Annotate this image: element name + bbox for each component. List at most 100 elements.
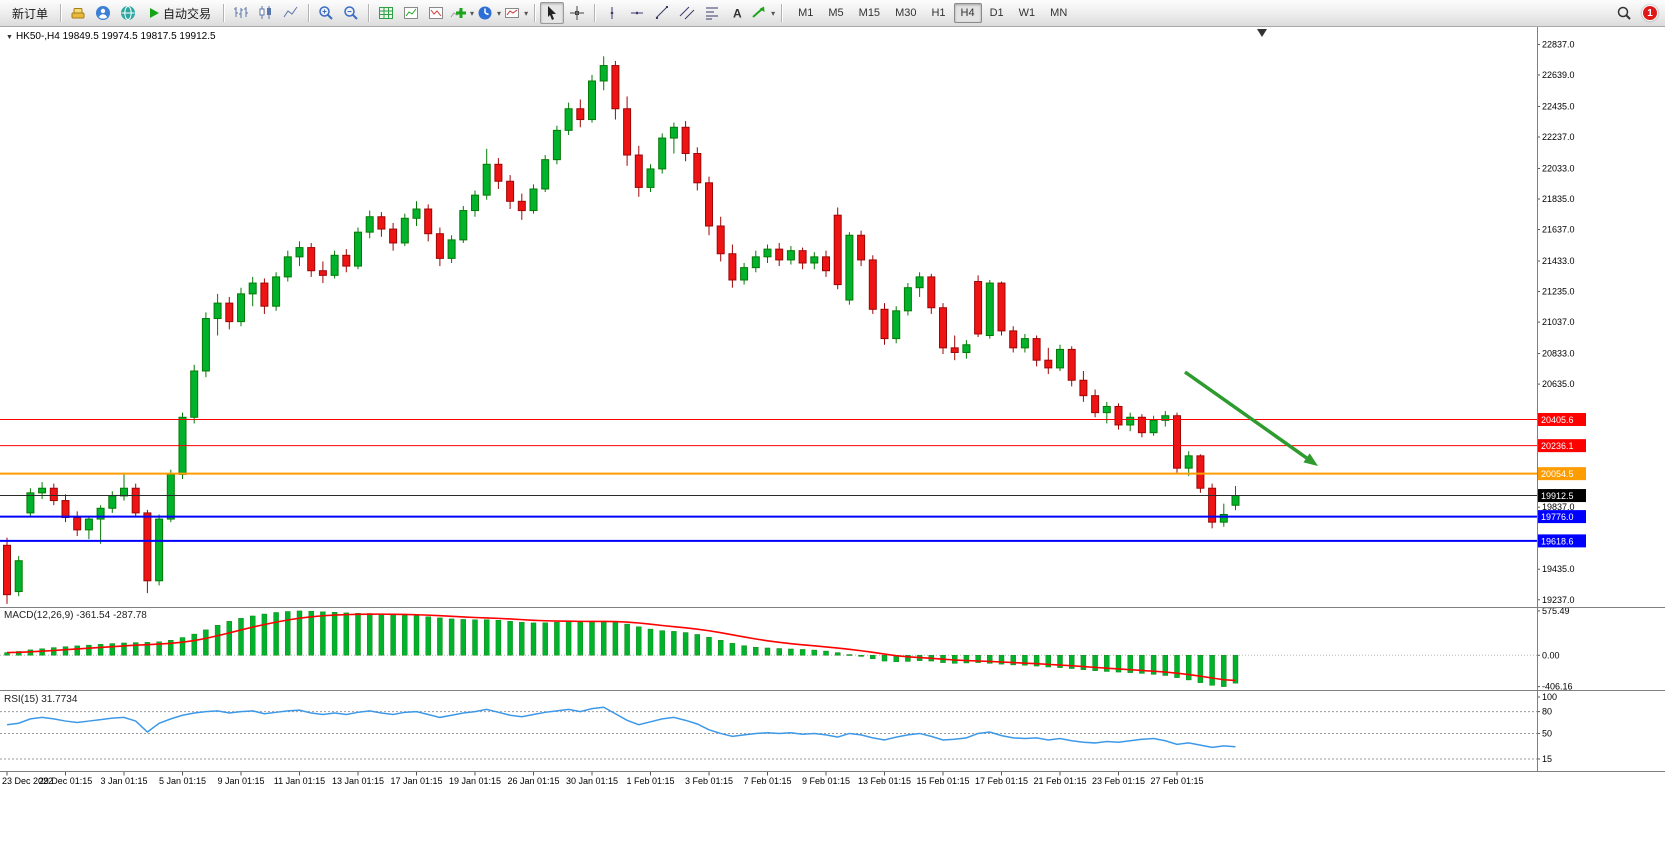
macd-histogram-bar	[1185, 655, 1192, 681]
auto-trading-button[interactable]: 自动交易	[141, 2, 218, 24]
chevron-down-icon: ▾	[470, 8, 475, 18]
bar-chart-type-button[interactable]	[229, 2, 253, 24]
timeframe-H4[interactable]: H4	[953, 3, 982, 23]
bullish-candle	[447, 239, 456, 259]
bullish-candle	[1056, 348, 1064, 369]
new-chart-button[interactable]	[399, 2, 423, 24]
price-tag-label: 20236.1	[1541, 441, 1574, 451]
template-button[interactable]: ▾	[503, 2, 529, 24]
search-button[interactable]	[1612, 2, 1636, 24]
macd-axis-label: -406.16	[1542, 682, 1573, 692]
chart-shift-marker[interactable]	[1257, 29, 1267, 37]
bearish-candle	[1009, 330, 1018, 349]
crosshair-button[interactable]	[565, 2, 589, 24]
bullish-candle	[962, 344, 971, 353]
timeframe-M5[interactable]: M5	[821, 3, 850, 23]
price-tag	[1538, 534, 1586, 548]
text-tool-button[interactable]: A	[725, 2, 749, 24]
community-button[interactable]	[116, 2, 140, 24]
globe-icon	[121, 6, 136, 20]
macd-histogram-bar	[718, 640, 724, 656]
bullish-candle	[84, 518, 93, 531]
horizontal-line-tool-button[interactable]	[625, 2, 649, 24]
macd-histogram-bar	[320, 611, 326, 656]
macd-histogram-bar	[191, 633, 197, 656]
equidistant-channel-tool-button[interactable]	[675, 2, 699, 24]
notification-badge[interactable]: 1	[1642, 5, 1658, 21]
time-axis-label: 23 Dec 2022	[2, 776, 53, 786]
macd-histogram-bar	[413, 615, 420, 656]
gold-bar-icon	[71, 8, 85, 19]
vertical-line-tool-button[interactable]	[600, 2, 624, 24]
bullish-candle	[96, 507, 105, 520]
trend-arrow[interactable]	[1183, 370, 1308, 460]
bearish-candle	[1137, 416, 1146, 434]
timeframe-H1[interactable]: H1	[924, 3, 952, 23]
add-indicator-button[interactable]: ▾	[449, 2, 475, 24]
price-tag	[1538, 510, 1586, 524]
trendline-tool-button[interactable]	[650, 2, 674, 24]
bullish-candle	[588, 80, 596, 121]
timeframe-M30[interactable]: M30	[888, 3, 923, 23]
period-button[interactable]: ▾	[476, 2, 502, 24]
toolbar-separator	[781, 4, 783, 22]
macd-histogram-bar	[1150, 655, 1157, 675]
macd-histogram-bar	[987, 655, 993, 664]
macd-histogram-bar	[144, 642, 151, 656]
fibonacci-tool-button[interactable]	[700, 2, 724, 24]
new-chart-icon	[404, 7, 419, 19]
line-chart-type-button[interactable]	[279, 2, 303, 24]
zoom-in-button[interactable]	[314, 2, 338, 24]
new-order-button[interactable]: 新订单	[5, 2, 55, 24]
price-tag-label: 19776.0	[1541, 512, 1574, 522]
bullish-candle	[190, 370, 199, 418]
timeframe-MN[interactable]: MN	[1043, 3, 1074, 23]
y-axis-label: 22837.0	[1542, 39, 1575, 49]
timeframe-M15[interactable]: M15	[852, 3, 887, 23]
macd-axis-label: 575.49	[1542, 606, 1570, 616]
bullish-candle	[529, 188, 538, 212]
bearish-candle	[880, 308, 889, 340]
profile-button[interactable]	[91, 2, 115, 24]
chart-profiles-button[interactable]	[424, 2, 448, 24]
bullish-candle	[295, 247, 304, 258]
bullish-candle	[1184, 455, 1193, 469]
bearish-candle	[1173, 415, 1181, 469]
macd-histogram-bar	[753, 646, 759, 656]
macd-histogram-bar	[285, 611, 291, 656]
grid-button[interactable]	[374, 2, 398, 24]
timeframe-M1[interactable]: M1	[791, 3, 820, 23]
macd-histogram-bar	[1221, 655, 1227, 687]
price-tag-label: 20405.6	[1541, 415, 1574, 425]
zoom-out-button[interactable]	[339, 2, 363, 24]
candlestick-chart-type-button[interactable]	[254, 2, 278, 24]
macd-histogram-bar	[168, 640, 174, 656]
bearish-candle	[611, 65, 620, 110]
time-axis-label: 13 Jan 01:15	[332, 776, 384, 786]
arrow-objects-icon	[752, 6, 765, 18]
bullish-candle	[564, 108, 573, 131]
chevron-down-icon: ▾	[771, 8, 776, 18]
bullish-candle	[915, 276, 924, 289]
macd-histogram-bar	[659, 630, 665, 656]
macd-histogram-bar	[425, 616, 431, 656]
macd-histogram-bar	[858, 655, 864, 657]
arrows-tool-button[interactable]: ▾	[750, 2, 776, 24]
macd-histogram-bar	[1104, 655, 1110, 672]
rsi-label: RSI(15) 31.7734	[4, 694, 78, 705]
macd-histogram-bar	[390, 614, 396, 656]
gold-button[interactable]	[66, 2, 90, 24]
bullish-candle	[658, 137, 667, 170]
collapse-icon[interactable]: ▼	[6, 34, 13, 41]
timeframe-W1[interactable]: W1	[1012, 3, 1043, 23]
text-tool-icon: A	[733, 7, 742, 21]
macd-histogram-bar	[870, 655, 876, 659]
line-chart-icon	[283, 6, 298, 18]
timeframe-D1[interactable]: D1	[983, 3, 1011, 23]
y-axis-label: 22237.0	[1542, 132, 1575, 142]
macd-histogram-bar	[1045, 655, 1052, 668]
bearish-candle	[143, 512, 152, 582]
cursor-button[interactable]	[540, 2, 565, 24]
macd-histogram-bar	[378, 613, 385, 656]
